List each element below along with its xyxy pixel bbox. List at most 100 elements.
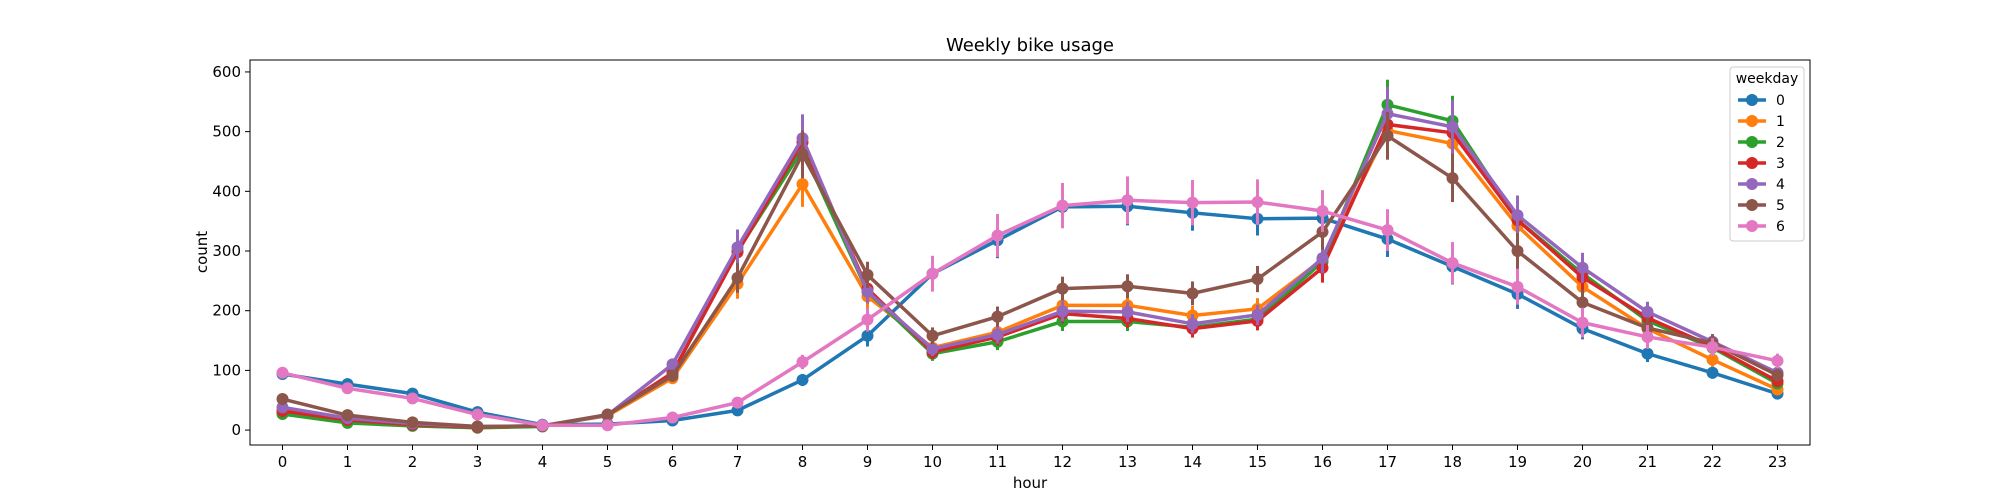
legend-marker: [1746, 220, 1758, 232]
data-point: [1381, 224, 1394, 237]
series-line: [282, 103, 1779, 430]
x-tick-label: 6: [668, 453, 678, 471]
data-point: [1251, 308, 1264, 321]
legend-label: 5: [1776, 198, 1785, 214]
legend-frame: [1729, 66, 1805, 242]
data-point: [601, 419, 614, 432]
data-point: [1576, 316, 1589, 329]
x-tick-label: 19: [1508, 453, 1527, 471]
data-point: [1121, 194, 1134, 207]
data-point: [796, 148, 809, 161]
data-point: [471, 408, 484, 421]
series-5: [276, 111, 1784, 433]
data-point: [926, 329, 939, 342]
series-line: [282, 198, 1778, 428]
x-tick-label: 14: [1183, 453, 1202, 471]
data-point: [1511, 209, 1524, 222]
data-point: [341, 409, 354, 422]
series-layer: [276, 79, 1784, 434]
data-point: [276, 393, 289, 406]
series-line: [282, 204, 1779, 427]
data-point: [1641, 347, 1654, 360]
legend-label: 3: [1776, 156, 1785, 172]
legend-label: 1: [1776, 114, 1785, 130]
x-tick-label: 15: [1248, 453, 1267, 471]
x-tick-label: 0: [278, 453, 288, 471]
data-point: [926, 267, 939, 280]
x-tick-label: 10: [923, 453, 942, 471]
data-point: [926, 342, 939, 355]
legend: weekday 0 1 2 3 4 5 6: [1729, 66, 1805, 242]
data-point: [1056, 282, 1069, 295]
data-point: [601, 408, 614, 421]
series-line: [282, 111, 1779, 429]
data-point: [1121, 305, 1134, 318]
x-tick-label: 2: [408, 453, 418, 471]
y-tick-label: 400: [212, 182, 241, 200]
data-point: [406, 392, 419, 405]
data-point: [991, 229, 1004, 242]
data-point: [1771, 369, 1784, 382]
x-tick-label: 23: [1768, 453, 1787, 471]
y-axis-label: count: [193, 231, 211, 273]
data-point: [1576, 296, 1589, 309]
series-line: [282, 134, 1779, 429]
data-point: [861, 313, 874, 326]
series-line: [282, 122, 1779, 429]
data-point: [991, 310, 1004, 323]
data-point: [1056, 199, 1069, 212]
data-point: [1641, 305, 1654, 318]
x-tick-label: 4: [538, 453, 548, 471]
data-point: [1186, 317, 1199, 330]
data-point: [276, 401, 289, 414]
legend-marker: [1746, 115, 1758, 127]
data-point: [991, 328, 1004, 341]
legend-marker: [1746, 136, 1758, 148]
y-tick-label: 100: [212, 361, 241, 379]
x-tick-label: 17: [1378, 453, 1397, 471]
data-point: [536, 419, 549, 432]
legend-marker: [1746, 199, 1758, 211]
data-point: [1706, 353, 1719, 366]
data-point: [666, 411, 679, 424]
y-axis: 0 100 200 300 400 500 600: [212, 63, 250, 439]
x-tick-label: 3: [473, 453, 483, 471]
data-point: [1251, 273, 1264, 286]
data-point: [731, 271, 744, 284]
x-tick-label: 21: [1638, 453, 1657, 471]
legend-label: 6: [1776, 219, 1785, 235]
legend-marker: [1746, 94, 1758, 106]
data-point: [796, 178, 809, 191]
y-tick-label: 200: [212, 302, 241, 320]
data-point: [1186, 287, 1199, 300]
legend-label: 4: [1776, 177, 1785, 193]
data-point: [1316, 205, 1329, 218]
data-point: [861, 285, 874, 298]
data-point: [1446, 172, 1459, 185]
data-point: [1641, 330, 1654, 343]
data-point: [471, 420, 484, 433]
x-tick-label: 22: [1703, 453, 1722, 471]
data-point: [731, 396, 744, 409]
x-tick-label: 7: [733, 453, 743, 471]
data-point: [1706, 366, 1719, 379]
data-point: [1576, 261, 1589, 274]
data-point: [341, 382, 354, 395]
data-point: [1186, 196, 1199, 209]
data-point: [1316, 252, 1329, 265]
data-point: [406, 416, 419, 429]
data-point: [1381, 129, 1394, 142]
x-tick-label: 20: [1573, 453, 1592, 471]
data-point: [1446, 256, 1459, 269]
series-4: [276, 86, 1784, 433]
x-tick-label: 18: [1443, 453, 1462, 471]
legend-marker: [1746, 178, 1758, 190]
series-6: [276, 176, 1784, 432]
legend-items: 0 1 2 3 4 5 6: [1738, 93, 1785, 235]
series-1: [276, 106, 1784, 434]
plot-area-frame: [249, 59, 1811, 446]
y-tick-label: 0: [231, 421, 241, 439]
legend-title: weekday: [1736, 71, 1799, 87]
